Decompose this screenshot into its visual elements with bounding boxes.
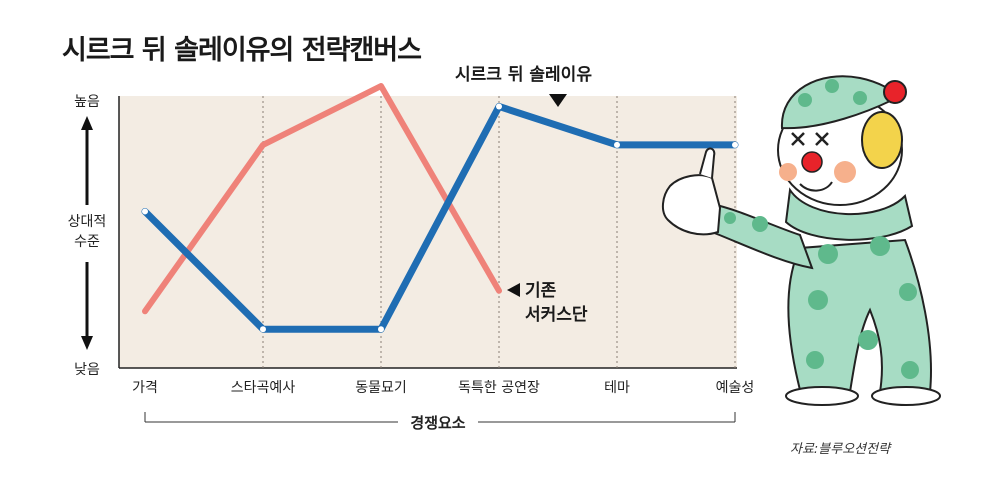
x-tick-label: 예술성	[716, 380, 755, 396]
series-label-circus-line1: 기존	[525, 281, 557, 301]
series-point	[142, 208, 148, 215]
chart-title: 시르크 뒤 솔레이유의 전략캔버스	[62, 35, 422, 66]
arrow-up-icon	[81, 116, 93, 205]
series-label-circus-line2: 서커스단	[525, 305, 588, 325]
series-point	[260, 326, 266, 333]
x-tick-label: 동물묘기	[355, 380, 407, 396]
x-tick-labels: 가격 스타곡예사 동물묘기 독특한 공연장 테마 예술성	[132, 380, 754, 396]
x-tick-label: 독특한 공연장	[458, 380, 540, 396]
y-label-level: 수준	[74, 234, 100, 250]
x-tick-label: 스타곡예사	[231, 380, 296, 396]
series-point	[614, 141, 620, 148]
plot-background	[119, 96, 737, 368]
pointer-left-icon	[507, 283, 520, 297]
series-point	[732, 141, 738, 148]
series-point	[496, 103, 502, 110]
pointer-down-icon	[549, 94, 567, 107]
clown-illustration	[662, 75, 941, 406]
x-tick-label: 테마	[604, 380, 630, 396]
x-axis-bracket	[144, 412, 736, 432]
y-label-low: 낮음	[74, 362, 100, 378]
x-tick-label: 가격	[132, 380, 158, 396]
x-axis-label: 경쟁요소	[410, 414, 465, 432]
series-label-cirque: 시르크 뒤 솔레이유	[455, 64, 592, 85]
arrow-down-icon	[81, 262, 93, 350]
source-note: 자료:블루오션전략	[790, 442, 891, 457]
series-point	[378, 326, 384, 333]
series-line-1	[141, 102, 739, 333]
series-line-0	[142, 83, 502, 315]
y-label-relative: 상대적	[68, 214, 107, 230]
series-layer	[141, 83, 739, 333]
y-label-high: 높음	[74, 94, 100, 110]
